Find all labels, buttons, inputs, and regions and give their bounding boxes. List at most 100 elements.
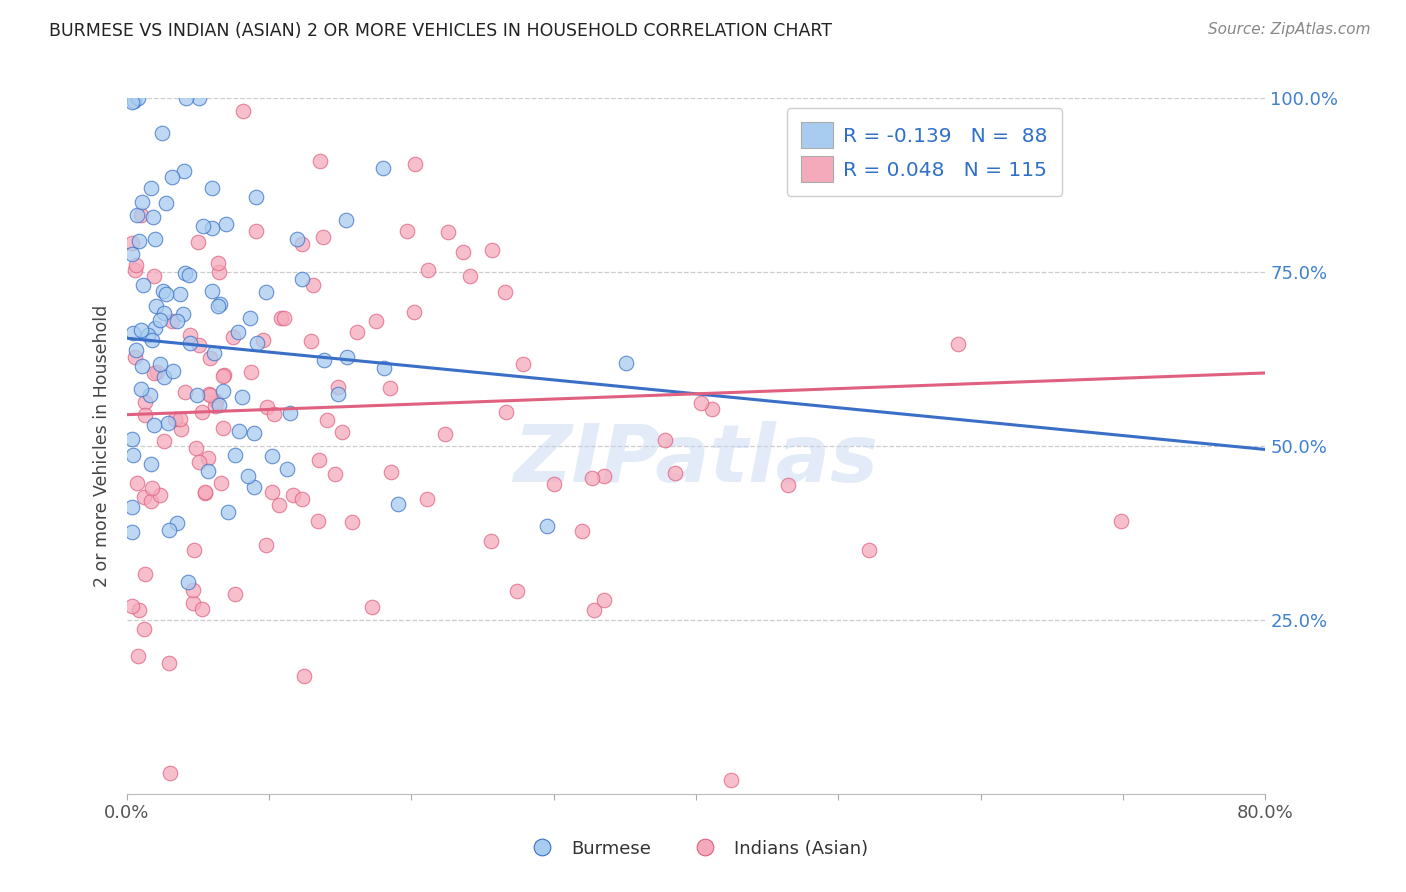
Point <box>436 226 458 240</box>
Y-axis label: 2 or more Vehicles in Household: 2 or more Vehicles in Household <box>93 305 111 587</box>
Point <box>121 326 143 340</box>
Point <box>124 343 146 357</box>
Point <box>689 396 711 410</box>
Point <box>654 433 676 447</box>
Point <box>226 325 249 339</box>
Legend: Burmese, Indians (Asian): Burmese, Indians (Asian) <box>517 832 875 865</box>
Point <box>252 333 274 347</box>
Point <box>166 314 188 328</box>
Point <box>281 488 304 502</box>
Point <box>149 487 172 501</box>
Point <box>139 388 162 402</box>
Point <box>163 412 186 426</box>
Point <box>494 285 516 299</box>
Point <box>346 325 368 339</box>
Point <box>506 583 529 598</box>
Point <box>212 368 235 383</box>
Point <box>433 426 456 441</box>
Point <box>285 232 308 246</box>
Point <box>402 305 425 319</box>
Point <box>124 262 146 277</box>
Point <box>194 484 217 499</box>
Point <box>232 103 254 118</box>
Point <box>187 455 209 469</box>
Point <box>246 335 269 350</box>
Point <box>592 592 614 607</box>
Point <box>212 421 235 435</box>
Point <box>336 350 359 364</box>
Point <box>159 766 181 780</box>
Point <box>217 505 239 519</box>
Point <box>121 432 143 446</box>
Point <box>328 387 350 401</box>
Point <box>204 399 226 413</box>
Point <box>143 232 166 246</box>
Point <box>141 334 163 348</box>
Point <box>245 224 267 238</box>
Point <box>664 466 686 480</box>
Point <box>128 602 150 616</box>
Point <box>311 229 333 244</box>
Point <box>193 219 215 233</box>
Point <box>149 313 172 327</box>
Point <box>536 519 558 533</box>
Point <box>155 286 177 301</box>
Point <box>323 467 346 481</box>
Point <box>262 449 284 463</box>
Point <box>169 286 191 301</box>
Point <box>153 369 176 384</box>
Point <box>127 649 149 664</box>
Point <box>131 359 153 373</box>
Point <box>224 587 246 601</box>
Point <box>263 407 285 421</box>
Point <box>152 285 174 299</box>
Point <box>418 263 440 277</box>
Point <box>335 212 357 227</box>
Point <box>183 542 205 557</box>
Point <box>198 351 221 365</box>
Point <box>157 656 180 670</box>
Point <box>326 380 349 394</box>
Point <box>139 494 162 508</box>
Point <box>378 381 401 395</box>
Point <box>131 194 153 209</box>
Point <box>404 157 426 171</box>
Point <box>122 95 145 109</box>
Point <box>134 566 156 581</box>
Point <box>202 346 225 360</box>
Point <box>162 169 184 184</box>
Point <box>592 469 614 483</box>
Point <box>128 234 150 248</box>
Point <box>191 602 214 616</box>
Point <box>121 247 143 261</box>
Point <box>214 217 236 231</box>
Point <box>174 91 197 105</box>
Point <box>200 388 222 402</box>
Point <box>373 360 395 375</box>
Point <box>614 355 637 369</box>
Point <box>157 417 180 431</box>
Point <box>149 357 172 371</box>
Point <box>122 448 145 462</box>
Point <box>139 458 162 472</box>
Text: BURMESE VS INDIAN (ASIAN) 2 OR MORE VEHICLES IN HOUSEHOLD CORRELATION CHART: BURMESE VS INDIAN (ASIAN) 2 OR MORE VEHI… <box>49 22 832 40</box>
Point <box>451 244 474 259</box>
Point <box>169 412 191 426</box>
Point <box>153 434 176 449</box>
Point <box>543 477 565 491</box>
Point <box>270 310 292 325</box>
Point <box>278 406 301 420</box>
Point <box>143 269 166 284</box>
Point <box>157 523 180 537</box>
Point <box>307 514 329 528</box>
Point <box>458 269 481 284</box>
Point <box>179 328 201 343</box>
Point <box>124 351 146 365</box>
Point <box>239 365 262 379</box>
Point <box>380 465 402 479</box>
Point <box>181 596 204 610</box>
Point <box>1111 514 1133 528</box>
Point <box>238 469 260 483</box>
Point <box>155 195 177 210</box>
Point <box>179 335 201 350</box>
